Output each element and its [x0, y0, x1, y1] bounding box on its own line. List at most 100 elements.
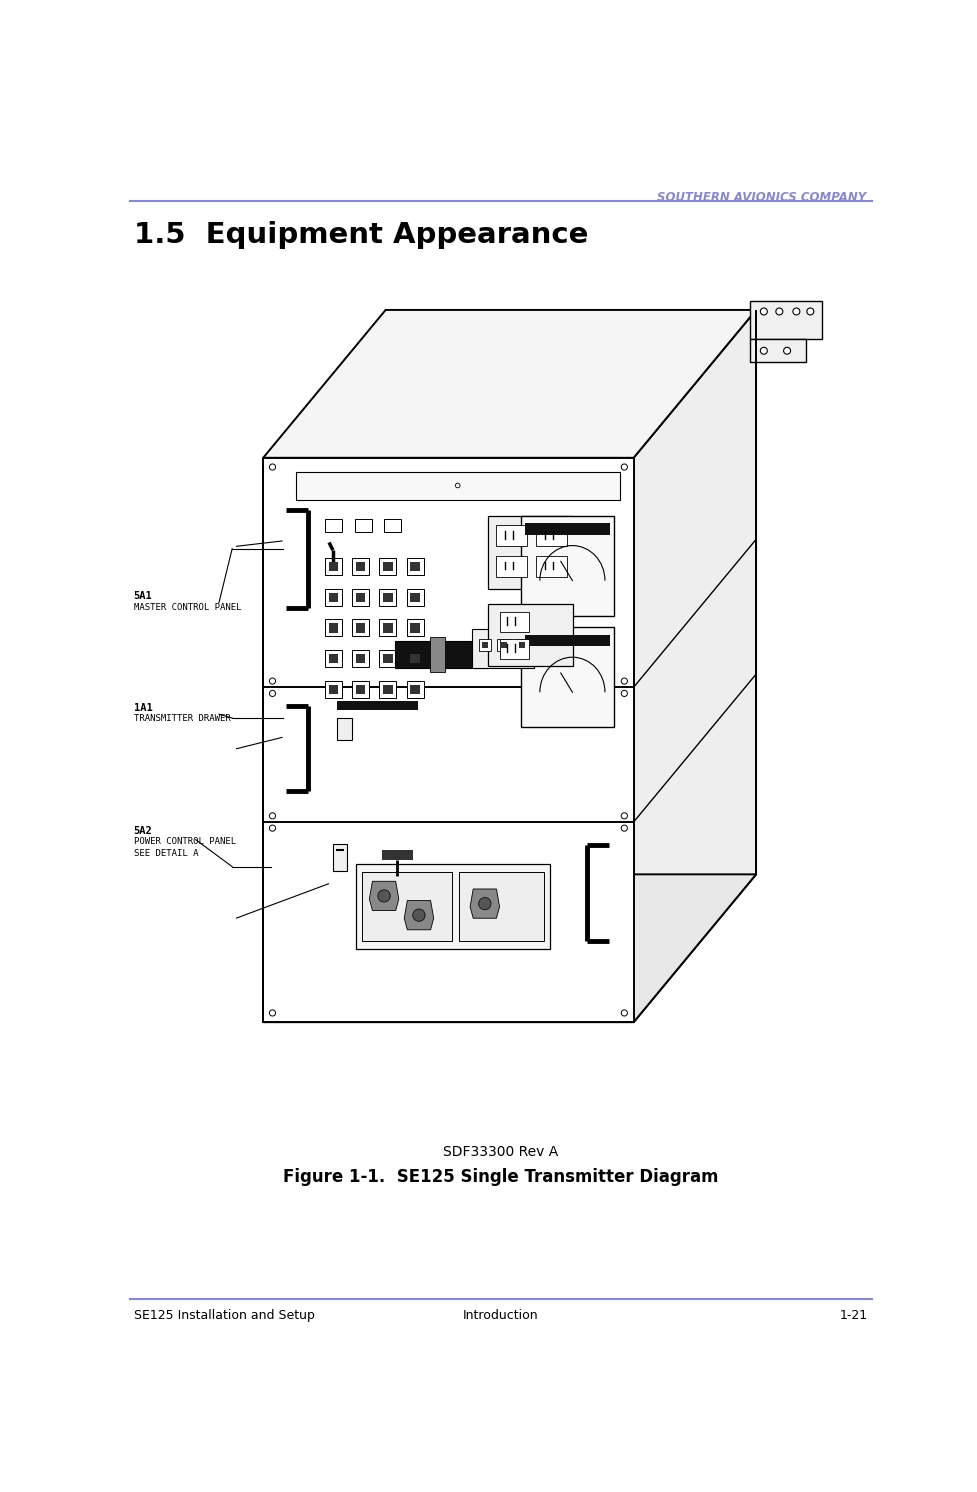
Circle shape: [270, 825, 276, 831]
Bar: [329, 653, 338, 664]
Circle shape: [270, 464, 276, 470]
Bar: [383, 592, 393, 601]
Text: 1A1: 1A1: [134, 703, 152, 713]
Text: POWER CONTROL PANEL: POWER CONTROL PANEL: [134, 837, 235, 846]
Bar: [325, 558, 342, 574]
Bar: [384, 519, 402, 531]
Bar: [495, 525, 527, 546]
Circle shape: [760, 307, 767, 315]
Circle shape: [412, 909, 425, 922]
Polygon shape: [357, 864, 550, 949]
Bar: [353, 558, 369, 574]
Bar: [497, 639, 510, 651]
Polygon shape: [470, 889, 499, 918]
Text: TRANSMITTER DRAWER: TRANSMITTER DRAWER: [134, 715, 231, 724]
Bar: [406, 651, 424, 667]
Bar: [353, 619, 369, 637]
Bar: [355, 519, 371, 531]
Bar: [357, 561, 365, 571]
Polygon shape: [488, 516, 573, 589]
Polygon shape: [522, 627, 615, 727]
Bar: [406, 619, 424, 637]
Circle shape: [621, 464, 627, 470]
Circle shape: [270, 677, 276, 685]
Circle shape: [621, 1010, 627, 1016]
Bar: [379, 619, 397, 637]
Text: 5A2: 5A2: [134, 827, 152, 836]
Bar: [357, 653, 365, 664]
Bar: [353, 589, 369, 606]
Bar: [379, 651, 397, 667]
Text: Introduction: Introduction: [462, 1310, 538, 1322]
Bar: [383, 624, 393, 633]
Polygon shape: [337, 718, 353, 740]
Polygon shape: [522, 516, 615, 616]
Circle shape: [807, 307, 814, 315]
Bar: [519, 642, 525, 648]
Text: 1.5  Equipment Appearance: 1.5 Equipment Appearance: [134, 221, 588, 249]
Text: SOUTHERN AVIONICS COMPANY: SOUTHERN AVIONICS COMPANY: [657, 191, 867, 203]
Bar: [357, 685, 365, 694]
Bar: [406, 680, 424, 698]
Bar: [500, 642, 506, 648]
Circle shape: [776, 307, 783, 315]
Bar: [536, 555, 567, 577]
Circle shape: [621, 691, 627, 697]
Polygon shape: [430, 637, 446, 671]
Polygon shape: [263, 458, 634, 1022]
Bar: [325, 680, 342, 698]
Polygon shape: [488, 604, 573, 665]
Polygon shape: [382, 850, 412, 861]
Bar: [410, 653, 420, 664]
Bar: [495, 555, 527, 577]
Bar: [410, 624, 420, 633]
Bar: [499, 639, 529, 659]
Bar: [410, 592, 420, 601]
Polygon shape: [525, 636, 611, 646]
Bar: [383, 685, 393, 694]
Polygon shape: [296, 471, 619, 500]
Circle shape: [479, 898, 491, 910]
Bar: [325, 589, 342, 606]
Bar: [325, 519, 342, 531]
Bar: [325, 651, 342, 667]
Polygon shape: [459, 871, 544, 941]
Bar: [379, 589, 397, 606]
Polygon shape: [333, 843, 347, 870]
Bar: [406, 589, 424, 606]
Bar: [329, 561, 338, 571]
Circle shape: [270, 813, 276, 819]
Bar: [406, 558, 424, 574]
Polygon shape: [369, 882, 399, 910]
Bar: [479, 639, 491, 651]
Bar: [357, 624, 365, 633]
Bar: [353, 651, 369, 667]
Bar: [410, 561, 420, 571]
Polygon shape: [473, 630, 534, 668]
Polygon shape: [750, 339, 806, 363]
Polygon shape: [337, 701, 418, 710]
Polygon shape: [263, 874, 756, 1022]
Bar: [357, 592, 365, 601]
Circle shape: [621, 813, 627, 819]
Bar: [383, 561, 393, 571]
Bar: [383, 653, 393, 664]
Bar: [379, 680, 397, 698]
Bar: [353, 680, 369, 698]
Circle shape: [621, 677, 627, 685]
Text: Figure 1-1.  SE125 Single Transmitter Diagram: Figure 1-1. SE125 Single Transmitter Dia…: [282, 1168, 718, 1186]
Circle shape: [784, 348, 790, 354]
Polygon shape: [750, 301, 822, 339]
Text: 1-21: 1-21: [839, 1310, 868, 1322]
Circle shape: [455, 483, 460, 488]
Circle shape: [793, 307, 800, 315]
Circle shape: [760, 348, 767, 354]
Text: SDF33300 Rev A: SDF33300 Rev A: [443, 1146, 558, 1159]
Circle shape: [621, 825, 627, 831]
Polygon shape: [525, 524, 611, 534]
Bar: [499, 612, 529, 631]
Polygon shape: [404, 901, 434, 930]
Circle shape: [270, 691, 276, 697]
Bar: [325, 619, 342, 637]
Text: 5A1: 5A1: [134, 591, 152, 601]
